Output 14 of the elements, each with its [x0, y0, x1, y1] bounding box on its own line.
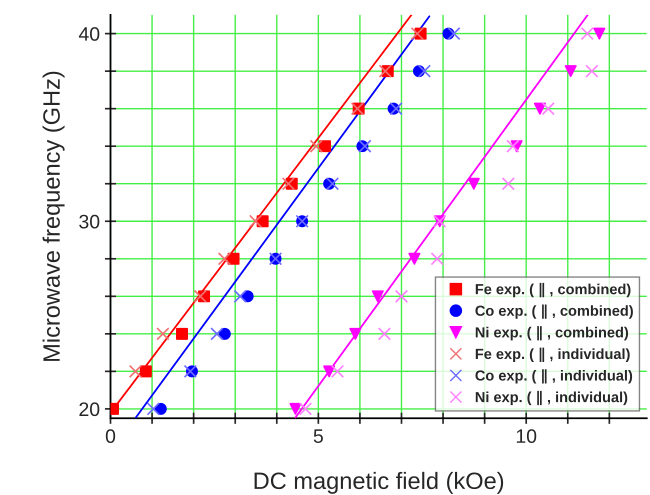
legend-label: Fe exp. ( ∥ , combined): [476, 282, 630, 298]
legend-label: Ni exp. ( ∥ , individual): [476, 390, 628, 406]
x-tick-label: 10: [516, 429, 536, 443]
y-axis-title: Microwave frequency (GHz): [42, 72, 65, 361]
y-tick-label: 30: [79, 214, 100, 228]
y-tick-label: 40: [78, 27, 100, 41]
x-tick-label: 5: [314, 429, 323, 443]
legend-label: Co exp. ( ∥ , combined): [475, 304, 633, 319]
y-tick-label: 20: [79, 402, 100, 416]
x-axis-title: DC magnetic field (kOe): [254, 472, 504, 494]
legend-label: Ni exp. ( ∥ , combined): [476, 326, 628, 340]
legend-label: Co exp. ( ∥ , individual): [475, 369, 632, 384]
x-tick-label: 0: [106, 429, 116, 443]
legend-label: Fe exp. ( ∥ , individual): [476, 348, 630, 362]
